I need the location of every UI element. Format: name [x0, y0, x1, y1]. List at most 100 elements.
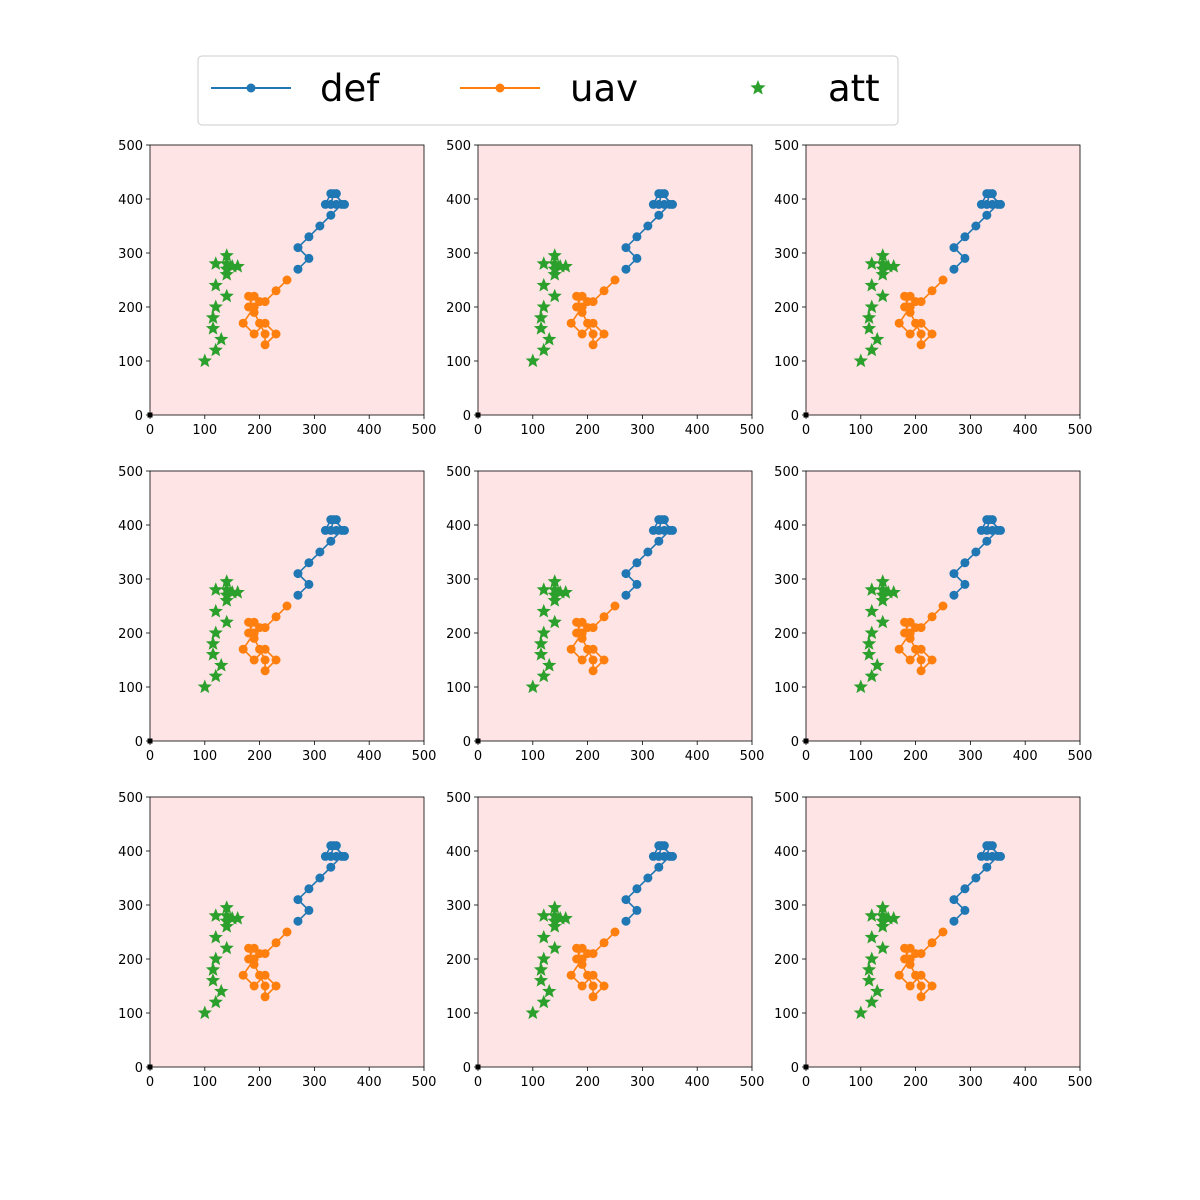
data-point-att [861, 636, 877, 650]
data-point-def [315, 873, 325, 883]
series-uav [566, 601, 620, 676]
x-tick-label: 400 [685, 1075, 710, 1090]
y-tick-label: 100 [118, 1007, 143, 1022]
x-tick-label: 0 [474, 1075, 482, 1090]
data-point-att [886, 259, 901, 273]
series-def [621, 841, 678, 926]
series-uav [238, 601, 292, 676]
series-def [293, 515, 350, 600]
data-point-uav [911, 623, 921, 633]
data-point-uav [916, 644, 926, 654]
data-point-def [326, 199, 336, 209]
data-point-att [864, 668, 879, 683]
x-tick-label: 300 [958, 1075, 983, 1090]
y-tick-label: 500 [118, 139, 143, 154]
data-point-att [219, 940, 234, 955]
data-point-def [293, 590, 303, 600]
y-tick-label: 500 [118, 465, 143, 480]
y-tick-label: 300 [446, 899, 471, 914]
data-point-uav [271, 286, 281, 296]
data-point-att [536, 994, 551, 1009]
data-point-att [881, 259, 896, 273]
data-point-def [304, 232, 314, 242]
data-point-uav [271, 612, 281, 622]
data-point-att [558, 585, 573, 599]
y-tick-label: 300 [446, 247, 471, 262]
data-point-uav [588, 644, 598, 654]
data-point-att [864, 994, 879, 1009]
data-point-att [536, 668, 551, 683]
data-point-def [657, 189, 667, 199]
data-point-uav [599, 655, 609, 665]
series-uav [566, 275, 620, 350]
x-tick-label: 200 [903, 423, 928, 438]
data-point-def [668, 851, 678, 861]
y-tick-label: 100 [774, 355, 799, 370]
data-point-att [864, 951, 879, 966]
x-tick-label: 300 [302, 1075, 327, 1090]
data-point-def [971, 547, 981, 557]
series-def [293, 841, 350, 926]
data-point-att [533, 973, 549, 987]
data-point-uav [282, 927, 292, 937]
data-point-att [205, 310, 221, 324]
data-point-def [982, 851, 992, 861]
data-point-att [208, 908, 223, 922]
data-point-def [949, 264, 959, 274]
series-def [949, 841, 1006, 926]
x-tick-label: 500 [412, 423, 437, 438]
legend-entry-def: def [211, 67, 380, 110]
data-point-att [225, 585, 240, 599]
y-tick-label: 200 [446, 301, 471, 316]
data-point-uav [572, 291, 582, 301]
data-point-att [536, 603, 551, 618]
data-point-att [219, 587, 234, 602]
data-point-def [643, 873, 653, 883]
axes-frame [477, 144, 753, 416]
legend-marker-att [750, 80, 766, 95]
data-point-att [208, 994, 223, 1009]
data-point-uav [282, 275, 292, 285]
data-point-att [225, 259, 240, 273]
data-point-def [982, 199, 992, 209]
y-tick-label: 400 [446, 519, 471, 534]
data-point-def [304, 558, 314, 568]
data-point-att [861, 310, 877, 324]
series-def [949, 515, 1006, 600]
y-tick-label: 100 [446, 355, 471, 370]
data-point-att [553, 259, 568, 273]
data-point-uav [588, 970, 598, 980]
data-point-uav [599, 329, 609, 339]
x-tick-label: 100 [848, 423, 873, 438]
series-def [621, 189, 678, 274]
y-tick-label: 200 [774, 627, 799, 642]
data-point-att [230, 911, 245, 925]
data-point-uav [894, 970, 904, 980]
data-point-att [533, 647, 549, 661]
data-point-def [632, 884, 642, 894]
x-tick-label: 300 [630, 749, 655, 764]
series-def [949, 189, 1006, 274]
data-point-def [982, 210, 992, 220]
data-point-att [875, 913, 890, 928]
x-tick-label: 0 [474, 749, 482, 764]
legend-frame [197, 55, 899, 126]
data-point-def [985, 189, 995, 199]
data-point-uav [583, 297, 593, 307]
data-point-att [864, 277, 879, 292]
legend-label-def: def [320, 67, 380, 110]
data-point-att [536, 299, 551, 314]
data-point-uav [566, 970, 576, 980]
x-tick-label: 200 [575, 423, 600, 438]
data-point-att [886, 585, 901, 599]
data-point-uav [599, 981, 609, 991]
data-point-att [864, 603, 879, 618]
data-point-att [214, 657, 229, 672]
data-point-att [219, 261, 234, 276]
data-point-uav [905, 329, 915, 339]
data-point-uav [900, 943, 910, 953]
x-tick-label: 100 [192, 749, 217, 764]
data-point-att [214, 983, 229, 998]
data-point-uav [938, 601, 948, 611]
data-point-uav [916, 970, 926, 980]
